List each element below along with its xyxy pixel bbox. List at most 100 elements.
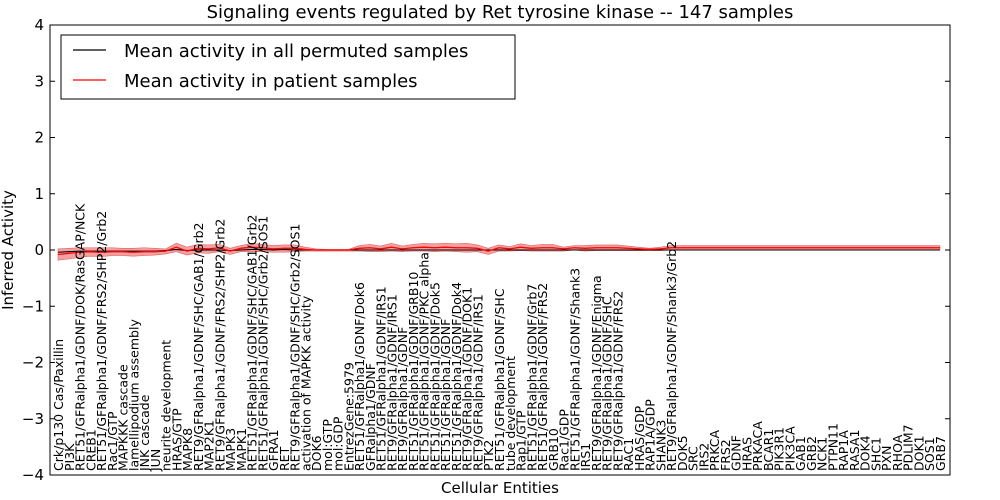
x-tick-label: RET9/GFRalpha1/GDNF/IRS1 (470, 294, 485, 471)
x-tick-label: RET9/GFRalpha1/GDNF/IRS1 (384, 294, 399, 471)
x-tick-label: DOK1 (911, 435, 926, 471)
x-tick-label: PTPN11 (825, 423, 840, 471)
x-tick-label: RAC1 (621, 438, 636, 471)
legend-label-permuted: Mean activity in all permuted samples (124, 41, 468, 62)
x-tick-label: RET9/GFRalpha1/GDNF/Shank3/Grb2 (664, 241, 679, 471)
x-tick-label: lamellipodium assembly (126, 319, 141, 471)
y-tick-label: 1 (34, 185, 44, 203)
x-tick-label: RET9/GFRalpha1/GDNF/FRS2 (610, 291, 625, 471)
x-tick-label: PRKACA (750, 421, 765, 471)
plot-frame (49, 24, 951, 476)
x-tick-label: MAPKKK cascade (116, 364, 131, 471)
x-tick-label: NCK1 (815, 437, 830, 471)
x-tick-label: activation of MAPKK activity (298, 295, 313, 471)
x-tick-label: MAP2K1 (202, 420, 217, 471)
x-tick-label: PTK2 (481, 440, 496, 471)
y-tick-label: −1 (22, 297, 44, 315)
x-tick-label: mol:GTP (320, 419, 335, 471)
x-tick-label: PIK3CA (782, 426, 797, 471)
x-tick-label: PDLIM7 (901, 424, 916, 471)
x-tick-label: SRC (686, 446, 701, 471)
legend-box (60, 34, 516, 100)
x-tick-label: GFRA1 (266, 429, 281, 471)
x-tick-label: RET51/GFRalpha1/GDNF/PKC alpha (417, 252, 432, 471)
x-tick-label: GDNF (729, 435, 744, 471)
x-axis: Crk/p130 Cas/PaxillinPI3KRET51/GFRalpha1… (51, 203, 948, 472)
x-tick-label: RET51/GFRalpha1/GDNF/Dok6 (352, 282, 367, 471)
x-tick-label: MAPK3 (223, 428, 238, 471)
chart-title: Signaling events regulated by Ret tyrosi… (207, 2, 794, 23)
x-tick-label: DOK6 (309, 435, 324, 471)
x-tick-label: Crk/p130 Cas/Paxillin (51, 339, 66, 471)
x-tick-label: RET9/GFRalpha1/GDNF/DOK1 (460, 287, 475, 471)
x-tick-label: RET51/GFRalpha1/GDNF/Shank3 (567, 268, 582, 471)
x-tick-label: IRS2 (696, 443, 711, 471)
x-tick-label: PI3K (62, 443, 77, 471)
x-tick-label: JNK cascade (137, 394, 152, 472)
y-axis-label: Inferred Activity (0, 190, 17, 310)
x-tick-label: MAPK8 (180, 428, 195, 471)
x-tick-label: GRB7 (933, 436, 948, 471)
x-tick-label: RET (277, 446, 292, 471)
series-lines (57, 246, 940, 256)
y-tick-label: −2 (22, 354, 44, 372)
x-tick-label: mol:GDP (331, 416, 346, 471)
x-tick-label: SHANK3 (653, 420, 668, 471)
x-tick-label: PRKCA (707, 430, 722, 471)
x-tick-label: RET51/GFRalpha1/GDNF/DOK/RasGAP/NCK (73, 203, 88, 471)
x-tick-label: HRAS (739, 437, 754, 471)
y-tick-label: 4 (34, 16, 44, 34)
x-tick-label: DOK4 (858, 435, 873, 471)
x-tick-label: HRAS/GTP (169, 408, 184, 471)
x-tick-label: EntrezGene:5979 (341, 362, 356, 471)
y-tick-label: −4 (22, 466, 44, 484)
x-tick-label: SHC1 (868, 437, 883, 471)
x-tick-label: neurite development (159, 340, 174, 471)
x-tick-label: RAP1A/GDP (643, 399, 658, 471)
y-tick-label: 0 (34, 241, 44, 259)
x-tick-label: MAPK1 (234, 428, 249, 471)
y-tick-label: −3 (22, 410, 44, 428)
x-tick-label: tube development (503, 356, 518, 471)
x-tick-label: RET51/GFRalpha1/GDNF/Dok5 (427, 282, 442, 471)
x-tick-label: DOK5 (675, 435, 690, 471)
x-tick-label: RET51/GFRalpha1/GDNF/Grb7 (524, 284, 539, 471)
x-tick-label: Rac1/GTP (105, 411, 120, 471)
x-tick-label: RET51/GFRalpha1/GDNF/IRS1 (374, 286, 389, 471)
series-line-patient (57, 246, 940, 256)
x-tick-label: RET51/GFRalpha1/GDNF/FRS2 (535, 283, 550, 471)
x-tick-label: BCAR1 (761, 429, 776, 471)
x-tick-label: RET51/GFRalpha1/GDNF/SHC/GAB1/Grb2 (245, 215, 260, 471)
x-tick-label: RASA1 (847, 430, 862, 471)
x-tick-label: PIK3R1 (772, 427, 787, 471)
x-tick-label: RET9/GFRalpha1/GDNF/SHC/Grb2/SOS1 (288, 224, 303, 471)
x-tick-label: RET51/GFRalpha1/GDNF/GRB10 (406, 272, 421, 471)
x-tick-label: RET51/GFRalpha1/GDNF/SHC/Grb2/SOS1 (255, 216, 270, 471)
x-tick-label: RET51/GFRalpha1/GDNF/SHC (492, 288, 507, 471)
legend: Mean activity in all permuted samples Me… (60, 34, 516, 100)
x-tick-label: RET9/GFRalpha1/GDNF/FRS2/SHP2/Grb2 (212, 219, 227, 471)
x-tick-label: IRS1 (578, 443, 593, 471)
x-tick-label: RET51/GFRalpha1/GDNF/FRS2/SHP2/Grb2 (94, 211, 109, 471)
x-tick-label: RAP1A (836, 430, 851, 471)
series-line-permuted (57, 248, 940, 253)
x-tick-label: Rac1/GDP (557, 409, 572, 471)
x-tick-label: JUN (148, 449, 163, 472)
x-tick-label: GRB2 (804, 436, 819, 471)
y-tick-label: 3 (34, 72, 44, 90)
x-tick-label: PXN (879, 446, 894, 471)
x-tick-label: RET9/GFRalpha1/GDNF/SHC (600, 296, 615, 471)
x-tick-label: HRAS/GDP (632, 405, 647, 471)
x-tick-label: RET51/GFRalpha1/GDNF/Dok4 (449, 282, 464, 471)
x-tick-label: RET9/GFRalpha1/GDNF/Enigma (589, 275, 604, 471)
x-tick-label: GFRalpha1/GDNF (363, 363, 378, 471)
x-tick-label: FRS2 (718, 439, 733, 471)
y-tick-label: 2 (34, 129, 44, 147)
x-axis-label: Cellular Entities (441, 479, 559, 497)
x-tick-label: GRB10 (546, 428, 561, 471)
x-tick-label: GAB1 (793, 436, 808, 471)
x-tick-label: RET9/GFRalpha1/GDNF (395, 327, 410, 471)
x-tick-label: RET9/GFRalpha1/GDNF/SHC/GAB1/Grb2 (191, 222, 206, 471)
x-tick-label: CREB1 (83, 429, 98, 471)
